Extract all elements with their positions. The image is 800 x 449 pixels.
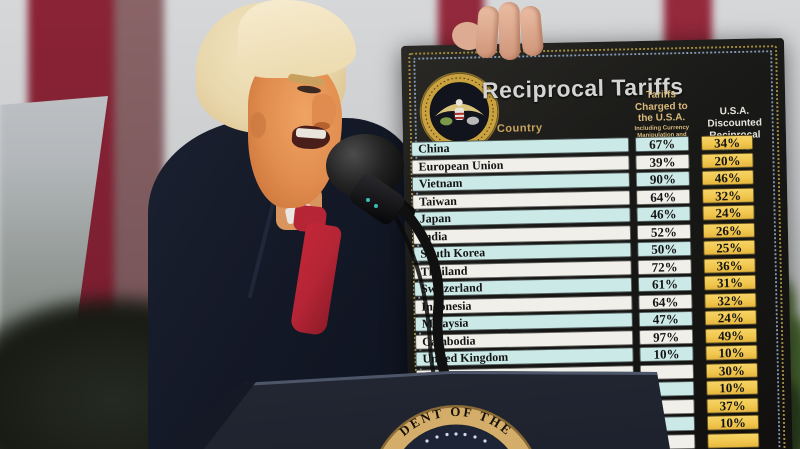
charged-tariff-cell: 47% [638, 310, 693, 328]
charged-tariff-cell: 72% [637, 258, 692, 275]
country-cell: Cambodia [415, 329, 634, 350]
charged-tariff-cell: 39% [635, 153, 690, 170]
discounted-tariff-cell: 31% [703, 274, 757, 291]
speaker-ear [250, 112, 266, 138]
charged-tariff-cell: 61% [637, 275, 693, 293]
discounted-tariff-cell: 34% [700, 134, 754, 151]
charged-tariff-cell: 46% [636, 205, 691, 223]
country-cell: Malaysia [414, 312, 633, 332]
discounted-tariff-cell: 49% [704, 327, 758, 344]
country-cell: China [411, 137, 630, 157]
charged-tariff-cell: 67% [634, 135, 690, 153]
microphone-indicator-light [366, 198, 370, 202]
charged-tariff-cell: 64% [638, 293, 693, 310]
country-cell: South Korea [413, 242, 632, 262]
charged-tariff-cell: 52% [636, 223, 692, 240]
discounted-tariff-cell: 10% [706, 414, 760, 431]
country-cell: Indonesia [414, 294, 633, 315]
discounted-tariff-cell: 26% [702, 222, 756, 239]
charged-tariff-cell: 97% [638, 328, 694, 345]
discounted-tariff-cell: 46% [701, 169, 754, 186]
discounted-tariff-cell: 32% [704, 292, 757, 309]
podium-presidential-seal: DENT OF THE [380, 404, 532, 449]
microphone-indicator-light [374, 204, 378, 208]
speaker-nostril [314, 122, 330, 130]
discounted-tariff-cell: 32% [702, 187, 755, 204]
discounted-tariff-cell: 24% [702, 204, 755, 221]
charged-tariff-cell: 64% [636, 188, 691, 205]
discounted-tariff-cell: 37% [706, 397, 759, 414]
country-cell: United Kingdom [415, 347, 634, 367]
discounted-tariff-cell: 30% [705, 362, 759, 379]
charged-tariff-cell: 50% [637, 240, 692, 258]
discounted-tariff-cell: 25% [703, 239, 756, 256]
hand-finger [475, 5, 500, 59]
hand-finger [498, 1, 521, 61]
presidential-seal-icon [419, 72, 500, 152]
discounted-tariff-cell: 24% [704, 309, 757, 326]
country-cell: Vietnam [411, 172, 631, 192]
country-cell: Taiwan [412, 189, 631, 210]
discounted-tariff-cell [707, 432, 760, 449]
country-cell: European Union [411, 154, 630, 175]
country-cell: Japan [412, 207, 631, 227]
country-cell: Switzerland [413, 277, 633, 297]
hand-finger [518, 5, 545, 57]
column-header-charged-main: Tariffs Charged to the U.S.A. [634, 89, 688, 125]
charged-tariff-cell: 90% [635, 170, 690, 188]
discounted-tariff-cell: 20% [701, 152, 754, 169]
discounted-tariff-cell: 10% [705, 344, 758, 361]
discounted-tariff-cell: 10% [706, 379, 759, 396]
country-cell: India [412, 224, 632, 245]
discounted-tariff-cell: 36% [703, 257, 756, 274]
charged-tariff-cell: 10% [639, 345, 694, 363]
tariff-board: Reciprocal Tariffs Country Tariffs Charg… [401, 37, 793, 449]
country-cell: Thailand [413, 259, 632, 280]
